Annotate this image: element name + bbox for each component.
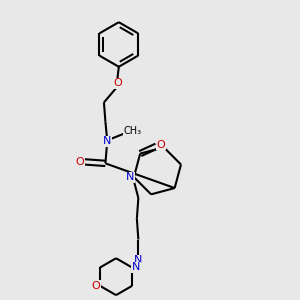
Text: CH₃: CH₃ — [123, 126, 141, 136]
Text: N: N — [126, 172, 134, 182]
Text: O: O — [76, 157, 85, 167]
Text: N: N — [134, 255, 142, 265]
Text: N: N — [103, 136, 111, 146]
Text: N: N — [132, 262, 140, 272]
Text: O: O — [157, 140, 165, 150]
Text: O: O — [92, 281, 100, 291]
Text: O: O — [113, 78, 122, 88]
